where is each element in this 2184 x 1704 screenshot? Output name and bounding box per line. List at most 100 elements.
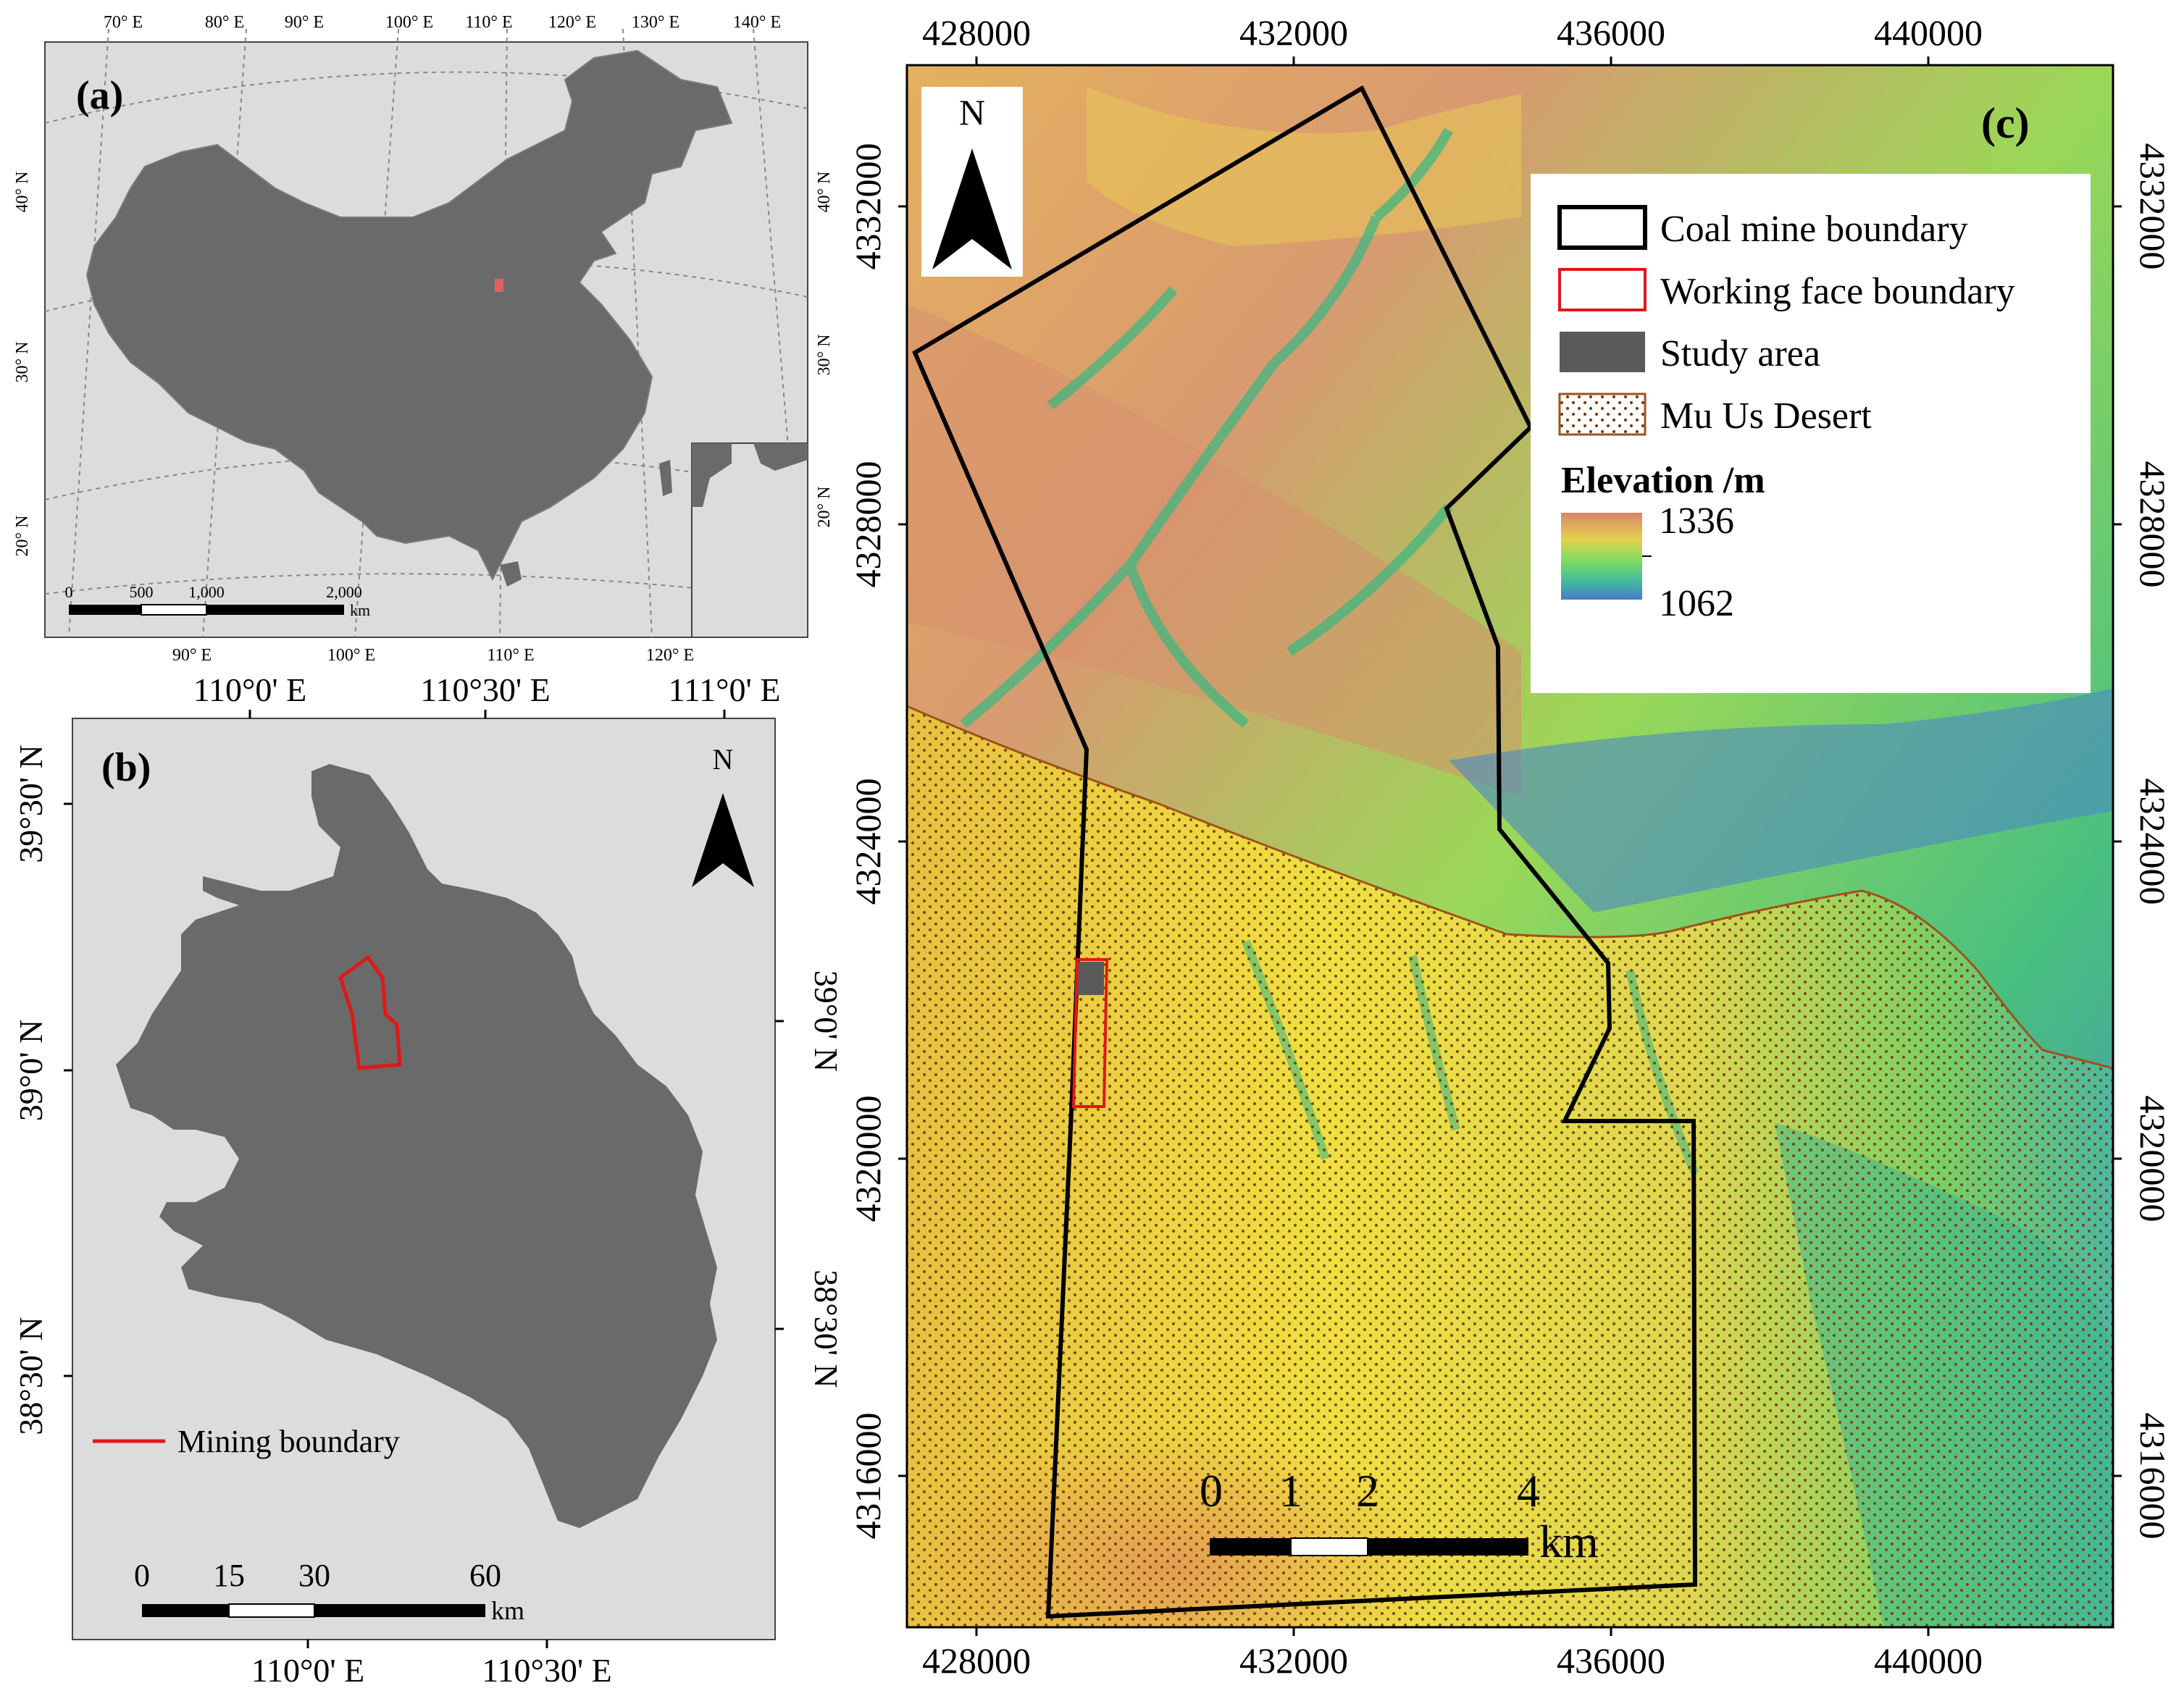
panel-a: 0 500 1,000 2,000 km (a) 70° E 80° E 90°…	[13, 13, 834, 665]
lon-tick: 120° E	[646, 646, 694, 665]
panel-c-left-ticks: 4332000 4328000 4324000 4320000 4316000	[848, 143, 888, 1540]
county-outline	[116, 764, 717, 1528]
panel-a-label: (a)	[76, 73, 123, 118]
northing-tick: 4316000	[848, 1413, 888, 1540]
panel-b-top-ticks: 110°0' E 110°30' E 111°0' E	[193, 671, 781, 708]
hainan-island	[500, 561, 522, 587]
panel-a-bottom-ticks: 90° E 100° E 110° E 120° E	[172, 646, 694, 665]
working-face-polygon	[1071, 958, 1109, 1108]
panel-c-tick-marks	[898, 56, 2122, 1636]
desert-boundary-line	[907, 705, 2113, 1070]
panel-c-north-label: N	[959, 92, 985, 133]
northing-tick: 4324000	[848, 778, 888, 905]
study-location-marker	[495, 279, 503, 292]
panel-c-scale-tick: 0	[1200, 1465, 1223, 1516]
elevation-raster: N	[907, 65, 2113, 1627]
panel-a-scale-unit: km	[350, 601, 370, 619]
northing-tick: 4320000	[2133, 1096, 2173, 1222]
panel-c-scale-unit: km	[1539, 1516, 1599, 1567]
lon-tick: 110°30' E	[420, 671, 551, 708]
panel-c-north-arrow-icon	[932, 148, 1012, 269]
panel-b-scale-tick: 0	[134, 1558, 150, 1593]
lat-tick: 39°0' N	[808, 970, 845, 1072]
mining-boundary-polygon	[338, 954, 402, 1070]
panel-b-right-ticks: 39°0' N 38°30' N	[808, 970, 845, 1388]
inset-land	[692, 443, 732, 507]
panel-b-label: (b)	[101, 745, 151, 790]
lon-tick: 111°0' E	[669, 671, 781, 708]
lon-tick: 110°0' E	[193, 671, 307, 708]
lat-tick: 39°0' N	[12, 1020, 49, 1121]
easting-tick: 432000	[1239, 1640, 1348, 1681]
lon-tick: 100° E	[385, 13, 433, 32]
easting-tick: 428000	[922, 12, 1031, 53]
panel-c: N (c) Coal mine boundary Working face bo…	[848, 12, 2173, 1681]
easting-tick: 428000	[922, 1640, 1031, 1681]
panel-c-label: (c)	[1981, 99, 2030, 147]
panel-b-bottom-ticks: 110°0' E 110°30' E	[251, 1652, 612, 1689]
lat-tick: 30° N	[13, 342, 32, 383]
easting-tick: 436000	[1557, 12, 1665, 53]
panel-c-bottom-ticks: 428000 432000 436000 440000	[922, 1640, 1983, 1681]
study-area-swatch	[1560, 332, 1645, 372]
panel-a-scale-tick: 0	[65, 583, 73, 601]
panel-c-right-ticks: 4332000 4328000 4324000 4320000 4316000	[2133, 143, 2173, 1540]
working-face-swatch	[1558, 268, 1647, 311]
lon-tick: 80° E	[205, 13, 244, 32]
lon-tick: 110° E	[487, 646, 534, 665]
panel-b-scale-tick: 60	[469, 1558, 501, 1593]
panel-c-scale-tick: 2	[1356, 1465, 1379, 1516]
panel-a-right-ticks: 40° N 30° N 20° N	[815, 172, 834, 528]
panel-a-scale-tick: 2,000	[326, 583, 362, 601]
panel-a-scale-bar: 0 500 1,000 2,000 km	[65, 583, 371, 619]
lat-tick: 30° N	[815, 335, 834, 376]
desert-legend-label: Mu Us Desert	[1660, 395, 1872, 437]
lon-tick: 140° E	[733, 13, 781, 32]
panel-b-north-label: N	[713, 743, 734, 776]
panel-b-tick-marks	[64, 710, 784, 1648]
easting-tick: 440000	[1874, 1640, 1983, 1681]
panel-b-left-ticks: 39°30' N 39°0' N 38°30' N	[12, 744, 49, 1435]
china-outline	[85, 49, 733, 582]
panel-b-scale-tick: 30	[298, 1558, 330, 1593]
panel-a-top-ticks: 70° E 80° E 90° E 100° E 110° E 120° E 1…	[104, 13, 781, 32]
panel-c-legend: Coal mine boundary Working face boundary…	[1531, 174, 2091, 693]
easting-tick: 436000	[1557, 1640, 1665, 1681]
lon-tick: 110°0' E	[251, 1652, 365, 1689]
working-face-legend-label: Working face boundary	[1660, 271, 2015, 312]
coal-mine-boundary-polygon	[912, 85, 1698, 1619]
lon-tick: 90° E	[285, 13, 324, 32]
lat-tick: 40° N	[815, 172, 834, 213]
lon-tick: 100° E	[327, 646, 375, 665]
panel-a-scale-tick: 1,000	[188, 583, 225, 601]
lon-tick: 120° E	[548, 13, 596, 32]
northing-tick: 4320000	[848, 1096, 888, 1222]
easting-tick: 432000	[1239, 12, 1348, 53]
panel-c-scale-bar: 0 1 2 4 km	[1200, 1465, 1599, 1567]
panel-c-frame	[905, 64, 2114, 1629]
elevation-max-label: 1336	[1659, 500, 1734, 542]
northing-tick: 4332000	[2133, 143, 2173, 270]
panel-a-left-ticks: 40° N 30° N 20° N	[13, 172, 32, 557]
northing-tick: 4324000	[2133, 778, 2173, 905]
northing-tick: 4328000	[848, 461, 888, 588]
mining-boundary-legend-label: Mining boundary	[177, 1424, 400, 1459]
coal-mine-legend-label: Coal mine boundary	[1660, 209, 1968, 250]
lat-tick: 40° N	[13, 172, 32, 213]
desert-swatch	[1558, 393, 1647, 436]
panel-c-scale-tick: 4	[1517, 1465, 1540, 1516]
lon-tick: 90° E	[172, 646, 212, 665]
mu-us-desert-area	[907, 706, 2113, 1627]
elevation-min-label: 1062	[1659, 583, 1734, 624]
lon-tick: 70° E	[104, 13, 143, 32]
northing-tick: 4316000	[2133, 1413, 2173, 1540]
panel-b-scale-unit: km	[491, 1596, 524, 1625]
lat-tick: 39°30' N	[12, 744, 49, 863]
panel-c-scale-tick: 1	[1279, 1465, 1302, 1516]
easting-tick: 440000	[1874, 12, 1983, 53]
lat-tick: 20° N	[815, 487, 834, 528]
study-area-rect	[1076, 962, 1104, 995]
lon-tick: 110°30' E	[482, 1652, 612, 1689]
panel-b-north-arrow: N	[692, 743, 754, 887]
